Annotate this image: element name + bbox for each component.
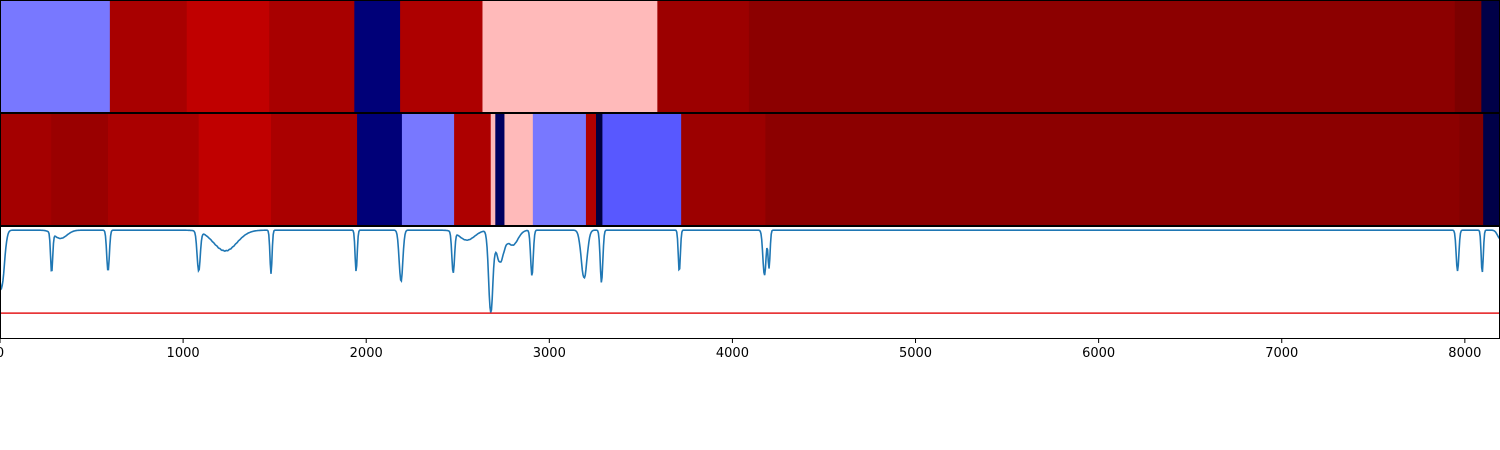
x-tick-label-2: 1000 (167, 346, 200, 361)
track-1-segment-9 (748, 0, 1456, 112)
x-tick-label-3: 2000 (350, 346, 383, 361)
track-2-segment-16 (681, 113, 766, 225)
track-2-segment-6 (357, 113, 403, 225)
track-2-segment-19 (1483, 113, 1500, 225)
track-1-segment-1 (0, 0, 111, 112)
x-tick-label-5: 4000 (716, 346, 749, 361)
track-1-segment-8 (657, 0, 750, 112)
track-2-segment-11 (504, 113, 534, 225)
track-2-segment-7 (401, 113, 455, 225)
track-1-segment-2 (109, 0, 188, 112)
track-2-segment-15 (602, 113, 682, 225)
x-tick-label-9: 8000 (1448, 346, 1481, 361)
track-1-segment-7 (482, 0, 658, 112)
track-1-segment-3 (186, 0, 270, 112)
track-1-segment-11 (1481, 0, 1500, 112)
track-2-segment-9 (490, 113, 496, 225)
track-2-segment-2 (51, 113, 109, 225)
track-2-segment-12 (532, 113, 587, 225)
track-1-segment-10 (1454, 0, 1482, 112)
signal-line (0, 229, 1500, 313)
track-1-segment-4 (269, 0, 355, 112)
signal-panel (0, 226, 1500, 338)
segment-track-2 (0, 113, 1500, 225)
track-2-segment-4 (198, 113, 272, 225)
x-tick-label-1: 0 (0, 346, 4, 361)
track-2-segment-18 (1459, 113, 1484, 225)
signal-panel-background (0, 226, 1500, 338)
track-2-segment-5 (270, 113, 358, 225)
track-2-segment-8 (454, 113, 492, 225)
x-tick-label-6: 5000 (899, 346, 932, 361)
x-axis: 0 1000 2000 3000 4000 5000 6000 7000 8000 (0, 338, 1481, 361)
x-tick-label-4: 3000 (533, 346, 566, 361)
track-2-segment-3 (108, 113, 200, 225)
track-2-segment-17 (765, 113, 1460, 225)
track-2-segment-14 (596, 113, 603, 225)
track-2-segment-1 (0, 113, 52, 225)
track-2-segment-10 (495, 113, 505, 225)
x-tick-label-8: 7000 (1265, 346, 1298, 361)
x-tick-label-7: 6000 (1082, 346, 1115, 361)
segment-track-1 (0, 0, 1500, 112)
track-1-segment-5 (354, 0, 401, 112)
track-2-segment-13 (585, 113, 597, 225)
track-1-segment-6 (400, 0, 483, 112)
